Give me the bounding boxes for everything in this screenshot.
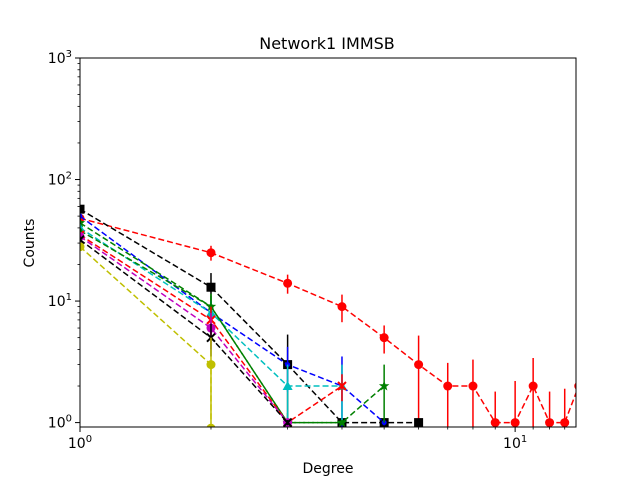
data-point <box>339 420 345 426</box>
series-layer <box>80 204 576 427</box>
data-point <box>414 360 424 370</box>
data-point <box>468 381 478 391</box>
data-point <box>414 418 424 427</box>
chart-title: Network1 IMMSB <box>259 34 395 53</box>
series-line <box>80 215 385 424</box>
y-axis-label: Counts <box>22 219 38 268</box>
data-point <box>379 333 389 343</box>
plot-area-frame <box>79 57 577 428</box>
data-point <box>510 418 520 427</box>
data-point <box>206 282 216 292</box>
y-tick-label: 103 <box>48 49 72 67</box>
data-point <box>283 278 293 288</box>
data-point <box>206 332 216 343</box>
series-line <box>80 246 212 427</box>
series-9 <box>80 242 216 427</box>
data-point <box>443 381 453 391</box>
data-point <box>80 234 85 245</box>
y-tick-label: 100 <box>48 414 72 432</box>
series-line <box>80 234 343 424</box>
series-line <box>80 217 576 424</box>
data-point <box>80 204 85 214</box>
data-point <box>80 242 85 252</box>
series-line <box>80 208 419 424</box>
series-line <box>80 229 342 424</box>
series-line <box>80 239 289 424</box>
data-point <box>80 213 83 219</box>
data-point <box>337 381 347 391</box>
data-point <box>206 248 216 258</box>
data-point <box>560 418 570 427</box>
tick-layer: 100 101 100 101 102 103 <box>48 49 566 452</box>
data-point <box>528 381 538 391</box>
y-tick-label: 102 <box>48 171 72 189</box>
data-point <box>206 423 216 427</box>
y-tick-label: 101 <box>48 292 72 310</box>
data-point <box>80 217 86 228</box>
x-tick-label: 101 <box>503 434 527 452</box>
series-1 <box>80 204 424 427</box>
data-point <box>378 380 390 391</box>
series-8 <box>80 234 293 427</box>
x-tick-label: 100 <box>68 434 92 452</box>
data-point <box>282 417 293 427</box>
series-line <box>80 235 289 424</box>
data-point <box>490 418 500 427</box>
series-line <box>80 227 342 387</box>
data-point <box>545 418 555 427</box>
series-line <box>80 222 385 424</box>
series-7 <box>80 231 293 427</box>
x-axis-label: Degree <box>303 461 354 477</box>
data-point <box>206 360 216 370</box>
data-point <box>337 302 347 312</box>
data-point <box>282 381 293 391</box>
